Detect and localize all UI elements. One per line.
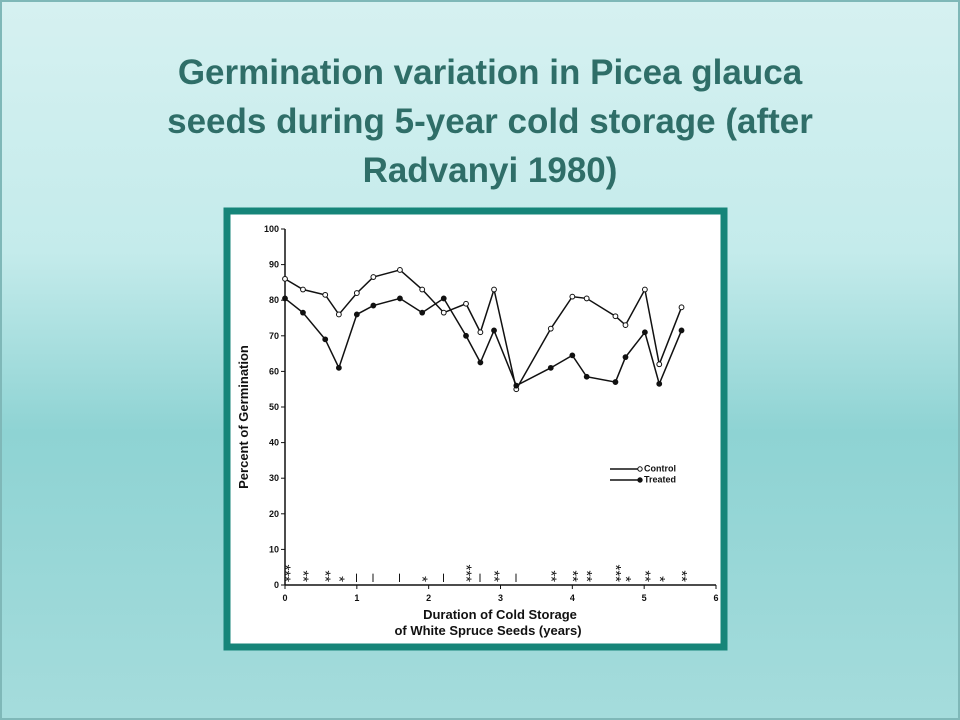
x-tick-label: 2: [426, 593, 431, 603]
data-point: [641, 329, 648, 336]
x-axis-label: of White Spruce Seeds (years): [394, 623, 581, 638]
data-point: [335, 364, 342, 371]
y-tick-label: 100: [264, 224, 279, 234]
x-tick-label: 5: [642, 593, 647, 603]
data-point: [463, 332, 469, 339]
data-point: [491, 327, 497, 334]
data-point: [370, 302, 377, 309]
significance-marker: ***: [277, 564, 294, 582]
y-tick-label: 0: [274, 580, 279, 590]
slide-title: Radvanyi 1980): [363, 151, 618, 190]
data-point: [513, 382, 520, 389]
significance-marker: **: [564, 570, 581, 582]
significance-marker: ***: [458, 564, 475, 582]
data-point: [440, 295, 447, 302]
data-point: [569, 352, 576, 359]
data-point: [300, 309, 306, 316]
x-tick-label: 6: [713, 593, 718, 603]
significance-marker: **: [673, 570, 690, 582]
slide-title: Germination variation in Picea glauca: [178, 53, 803, 92]
significance-marker: *: [414, 576, 431, 582]
y-tick-label: 90: [269, 260, 279, 270]
significance-marker: *: [330, 576, 347, 582]
data-point: [641, 286, 648, 293]
y-tick-label: 80: [269, 295, 279, 305]
data-point: [612, 313, 619, 320]
data-point: [440, 309, 447, 316]
data-point: [397, 295, 403, 302]
data-point: [322, 291, 329, 298]
data-point: [419, 286, 426, 293]
data-point: [583, 373, 590, 380]
data-point: [622, 322, 629, 329]
y-tick-label: 40: [269, 438, 279, 448]
legend-label: Treated: [644, 474, 676, 484]
data-point: [300, 286, 306, 293]
y-tick-label: 70: [269, 331, 279, 341]
data-point: [353, 290, 360, 296]
data-point: [463, 300, 469, 307]
data-point: [477, 359, 484, 366]
significance-marker: **: [294, 570, 311, 582]
significance-marker: –: [365, 574, 382, 583]
significance-marker: *: [651, 576, 668, 582]
data-point: [656, 361, 663, 368]
x-tick-label: 4: [570, 593, 575, 603]
data-point: [477, 329, 484, 336]
x-tick-label: 1: [354, 593, 359, 603]
significance-marker: *: [617, 576, 634, 582]
x-axis-label: Duration of Cold Storage: [423, 607, 577, 622]
data-point: [353, 311, 360, 318]
significance-marker: **: [578, 570, 595, 582]
data-point: [491, 286, 497, 293]
y-tick-label: 60: [269, 366, 279, 376]
data-point: [612, 379, 619, 385]
data-point: [583, 295, 590, 302]
data-point: [678, 327, 685, 334]
y-tick-label: 20: [269, 509, 279, 519]
significance-marker: **: [542, 570, 559, 582]
data-point: [335, 311, 342, 318]
significance-marker: ***: [607, 564, 624, 582]
significance-marker: –: [391, 574, 408, 583]
data-point: [419, 309, 426, 316]
chart-frame: [223, 207, 728, 651]
data-point: [282, 275, 288, 282]
data-point: [569, 293, 576, 300]
data-point: [322, 336, 329, 343]
y-axis-label: Percent of Germination: [236, 345, 251, 489]
y-tick-label: 30: [269, 473, 279, 483]
data-point: [656, 380, 663, 387]
significance-marker: –: [508, 574, 525, 583]
data-point: [370, 274, 377, 280]
data-point: [622, 354, 629, 361]
y-tick-label: 50: [269, 402, 279, 412]
significance-marker: –: [348, 574, 365, 583]
significance-marker: **: [486, 570, 503, 582]
data-point: [282, 295, 288, 302]
y-tick-label: 10: [269, 544, 279, 554]
data-point: [547, 364, 554, 371]
data-point: [678, 304, 685, 311]
x-tick-label: 3: [498, 593, 503, 603]
significance-marker: –: [435, 574, 452, 583]
significance-marker: **: [317, 570, 334, 582]
data-point: [547, 325, 554, 332]
legend-marker: [637, 466, 643, 472]
legend-label: Control: [644, 463, 676, 473]
data-point: [397, 267, 403, 273]
significance-marker: **: [636, 570, 653, 582]
x-tick-label: 0: [282, 593, 287, 603]
chart: Germination variation in Picea glauca see…: [167, 53, 813, 638]
slide-title: seeds during 5-year cold storage (after: [167, 102, 813, 141]
legend-marker: [637, 477, 643, 483]
significance-marker: –: [472, 574, 489, 583]
